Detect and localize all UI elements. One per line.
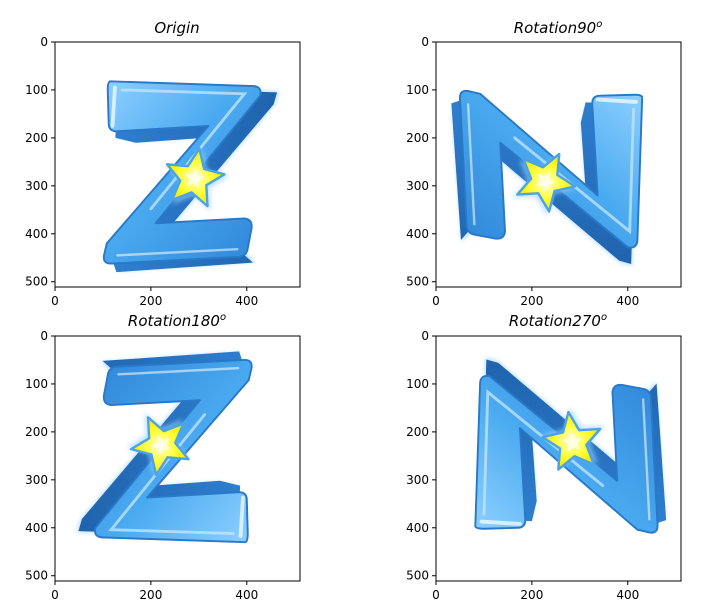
subplot-origin: Origin 0 200 400 0 100 200 300 400 500 <box>25 19 301 308</box>
y-tick-label: 200 <box>406 425 429 439</box>
y-tick-label: 400 <box>25 227 48 241</box>
x-tick-label: 0 <box>432 294 440 308</box>
y-tick-label: 400 <box>406 521 429 535</box>
y-tick-label: 200 <box>25 131 48 145</box>
axes-frame <box>435 335 682 582</box>
y-tick-label: 300 <box>25 179 48 193</box>
y-tick-label: 500 <box>406 275 429 289</box>
axes-frame <box>54 335 301 582</box>
y-tick-label: 0 <box>40 329 48 343</box>
image-content <box>102 80 279 273</box>
z-letter-image <box>451 89 644 266</box>
image-content <box>474 357 667 534</box>
y-tick-label: 300 <box>25 473 48 487</box>
y-tick-label: 0 <box>421 329 429 343</box>
y-tick-label: 100 <box>406 377 429 391</box>
y-tick-label: 200 <box>406 131 429 145</box>
x-tick-label: 400 <box>616 294 639 308</box>
image-content <box>451 89 644 266</box>
x-tick-label: 400 <box>235 588 258 602</box>
x-tick-label: 200 <box>139 588 162 602</box>
x-tick-label: 200 <box>520 294 543 308</box>
y-tick-label: 500 <box>25 275 48 289</box>
z-letter-image <box>76 351 253 544</box>
panel-title: Origin <box>154 19 199 37</box>
x-tick-label: 0 <box>51 588 59 602</box>
z-letter-image <box>102 80 279 273</box>
y-tick-label: 100 <box>25 377 48 391</box>
x-tick-label: 200 <box>139 294 162 308</box>
y-tick-label: 500 <box>25 569 48 583</box>
panel-title: Rotation270o <box>509 312 607 330</box>
subplot-rotation-90: Rotation90o 0 200 400 0 100 200 300 400 500 <box>406 19 682 308</box>
subplot-rotation-270: Rotation270o 0 200 400 0 100 200 300 400 500 <box>406 312 682 602</box>
x-tick-label: 400 <box>235 294 258 308</box>
subplot-rotation-180: Rotation180o 0 200 400 0 100 200 300 400 500 <box>25 312 301 602</box>
x-tick-label: 0 <box>432 588 440 602</box>
panel-title: Rotation90o <box>514 19 603 37</box>
y-tick-label: 0 <box>421 35 429 49</box>
x-tick-label: 400 <box>616 588 639 602</box>
y-tick-label: 0 <box>40 35 48 49</box>
y-tick-label: 500 <box>406 569 429 583</box>
z-letter-image <box>474 357 667 534</box>
y-tick-label: 300 <box>406 473 429 487</box>
axes-frame <box>435 41 682 288</box>
y-tick-label: 100 <box>406 83 429 97</box>
panel-title: Rotation180o <box>128 312 226 330</box>
y-tick-label: 100 <box>25 83 48 97</box>
y-tick-label: 400 <box>25 521 48 535</box>
y-tick-label: 300 <box>406 179 429 193</box>
y-tick-label: 200 <box>25 425 48 439</box>
y-tick-label: 400 <box>406 227 429 241</box>
x-tick-label: 200 <box>520 588 543 602</box>
axes-frame <box>54 41 301 288</box>
x-tick-label: 0 <box>51 294 59 308</box>
image-content <box>76 351 253 544</box>
